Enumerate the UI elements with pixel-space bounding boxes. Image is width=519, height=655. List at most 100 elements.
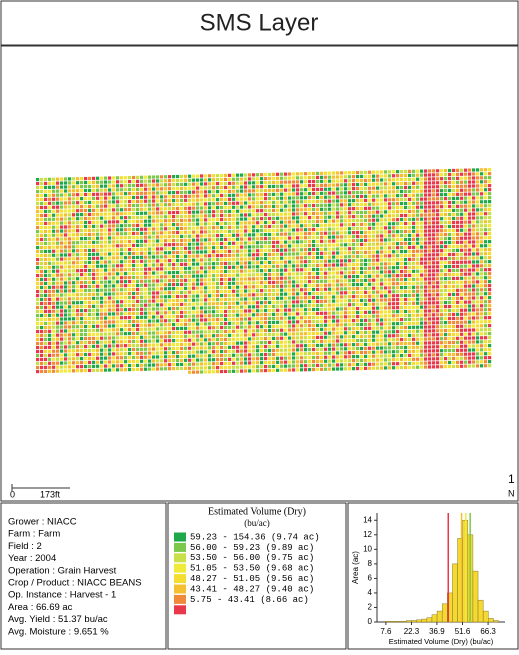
yield-dot — [68, 193, 72, 197]
yield-dot — [132, 207, 136, 212]
yield-dot — [120, 244, 124, 248]
yield-dot — [328, 355, 332, 359]
yield-dot — [204, 286, 208, 290]
yield-dot — [96, 180, 100, 184]
yield-dot — [312, 339, 316, 344]
yield-dot — [188, 222, 192, 226]
yield-dot — [72, 305, 76, 309]
yield-dot — [360, 302, 364, 307]
yield-dot — [212, 194, 216, 198]
yield-dot — [368, 258, 372, 262]
yield-dot — [400, 209, 404, 214]
yield-dot — [324, 355, 328, 359]
yield-dot — [208, 330, 212, 334]
yield-dot — [412, 361, 416, 365]
yield-dot — [176, 326, 180, 331]
yield-dot — [392, 194, 396, 198]
yield-dot — [96, 332, 100, 336]
yield-dot — [228, 321, 232, 325]
yield-dot — [204, 202, 208, 206]
yield-dot — [228, 193, 232, 197]
yield-dot — [332, 247, 336, 251]
yield-dot — [228, 317, 232, 321]
yield-dot — [148, 291, 152, 295]
yield-dot — [316, 243, 320, 248]
yield-dot — [404, 317, 408, 322]
yield-dot — [372, 326, 376, 330]
yield-dot — [36, 338, 40, 342]
yield-dot — [420, 225, 424, 229]
yield-dot — [360, 270, 364, 275]
yield-dot — [348, 347, 352, 351]
yield-dot — [36, 178, 40, 182]
yield-dot — [116, 296, 120, 300]
yield-dot — [136, 271, 140, 275]
yield-dot — [136, 199, 140, 203]
yield-dot — [280, 316, 284, 320]
yield-dot — [388, 206, 392, 210]
yield-dot — [332, 191, 336, 195]
yield-dot — [264, 304, 268, 309]
yield-dot — [356, 258, 360, 263]
yield-dot — [88, 212, 92, 217]
yield-dot — [136, 299, 140, 303]
yield-dot — [152, 231, 156, 235]
yield-dot — [44, 321, 48, 326]
yield-dot — [44, 357, 48, 362]
yield-dot — [372, 330, 376, 334]
yield-dot — [272, 344, 276, 349]
yield-dot — [56, 217, 60, 221]
yield-dot — [240, 281, 244, 285]
yield-dot — [208, 338, 212, 342]
yield-dot — [400, 277, 404, 282]
yield-dot — [228, 357, 232, 361]
yield-dot — [180, 298, 184, 303]
yield-dot — [356, 346, 360, 351]
yield-dot — [292, 288, 296, 292]
yield-dot — [220, 329, 224, 334]
yield-dot — [328, 207, 332, 211]
yield-dot — [348, 179, 352, 183]
yield-dot — [92, 240, 96, 244]
yield-dot — [348, 255, 352, 259]
yield-dot — [72, 233, 76, 237]
yield-dot — [184, 230, 188, 234]
yield-dot — [92, 328, 96, 332]
yield-dot — [192, 218, 196, 222]
yield-dot — [420, 281, 424, 285]
yield-dot — [188, 186, 192, 190]
yield-dot — [416, 285, 420, 289]
yield-dot — [140, 219, 144, 223]
yield-dot — [68, 285, 72, 289]
yield-dot — [228, 273, 232, 277]
yield-dot — [52, 265, 56, 269]
yield-dot — [280, 252, 284, 256]
yield-dot — [404, 333, 408, 338]
yield-dot — [252, 225, 256, 229]
yield-dot — [48, 277, 52, 281]
yield-dot — [116, 304, 120, 308]
yield-dot — [44, 229, 48, 234]
yield-dot — [332, 355, 336, 359]
yield-dot — [80, 193, 84, 197]
yield-dot — [424, 185, 428, 189]
yield-dot — [384, 186, 388, 190]
yield-dot — [268, 208, 272, 213]
yield-dot — [264, 180, 268, 185]
yield-dot — [220, 361, 224, 366]
yield-dot — [168, 279, 172, 283]
yield-dot — [112, 324, 116, 328]
yield-dot — [56, 353, 60, 357]
yield-dot — [360, 346, 364, 351]
yield-dot — [340, 191, 344, 195]
yield-dot — [84, 316, 88, 321]
yield-dot — [352, 267, 356, 271]
yield-dot — [216, 226, 220, 230]
yield-dot — [328, 315, 332, 319]
yield-dot — [244, 201, 248, 205]
yield-dot — [304, 264, 308, 268]
yield-dot — [192, 286, 196, 290]
yield-dot — [128, 351, 132, 356]
yield-dot — [64, 297, 68, 301]
yield-dot — [240, 249, 244, 253]
